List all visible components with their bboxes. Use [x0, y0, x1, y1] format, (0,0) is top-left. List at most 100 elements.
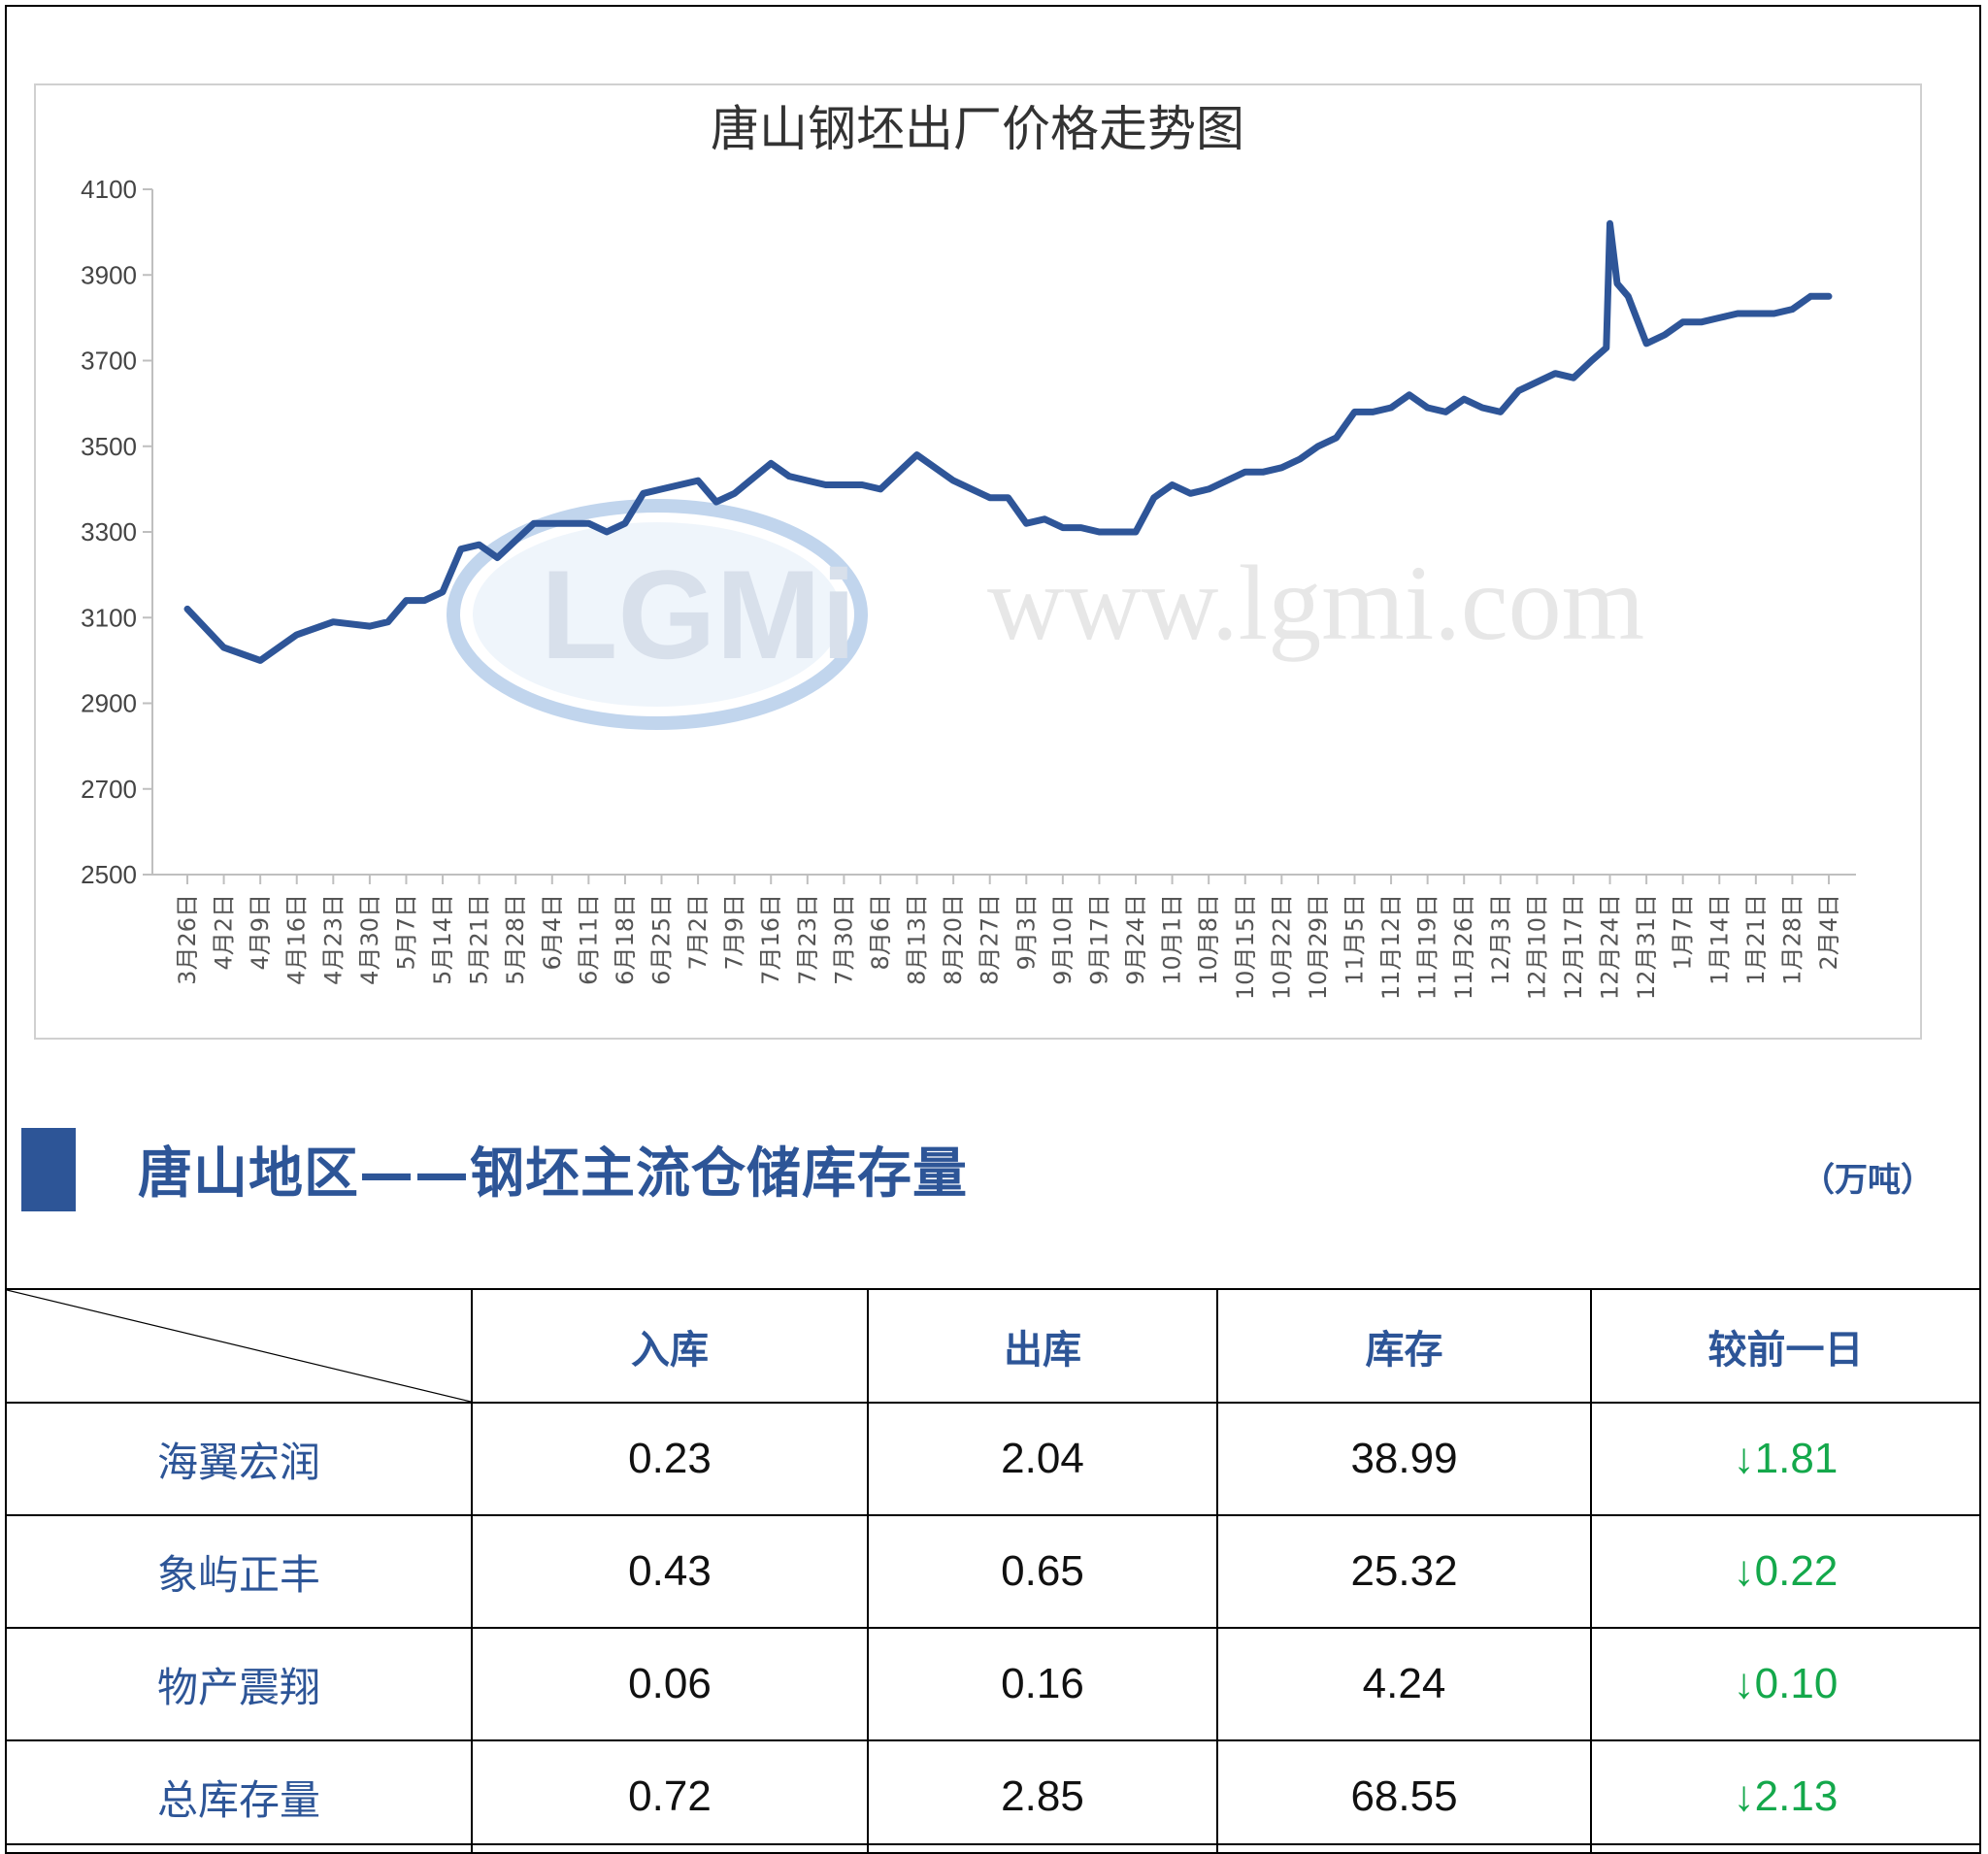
x-tick-label: 12月24日	[1597, 894, 1624, 1000]
header-out: 出库	[867, 1288, 1218, 1404]
x-tick-label: 11月19日	[1414, 894, 1441, 1000]
x-tick-label: 11月26日	[1450, 894, 1477, 1000]
row-name: 总库存量	[5, 1739, 473, 1854]
chart-title: 唐山钢坯出厂价格走势图	[711, 101, 1244, 157]
y-tick-label: 3700	[81, 347, 137, 376]
x-tick-label: 12月17日	[1560, 894, 1587, 1000]
x-tick-label: 5月28日	[502, 894, 529, 985]
header-change: 较前一日	[1590, 1288, 1981, 1404]
y-tick-label: 2700	[81, 775, 137, 804]
x-tick-label: 8月27日	[977, 894, 1004, 985]
stock-value: 25.32	[1216, 1514, 1592, 1629]
x-tick-label: 2月4日	[1815, 894, 1842, 971]
x-tick-label: 1月21日	[1742, 894, 1770, 985]
x-tick-label: 6月18日	[612, 894, 639, 985]
y-tick-label: 3100	[81, 603, 137, 632]
table-header-row: 入库 出库 库存 较前一日	[5, 1288, 1981, 1404]
stock-value: 68.55	[1216, 1739, 1592, 1854]
change-value: ↓2.13	[1590, 1739, 1981, 1854]
y-axis-ticks: 2500 2700 2900 3100 3300 3500 3700 3900 4100	[81, 175, 152, 889]
corner-cell	[5, 1288, 473, 1404]
x-tick-label: 4月30日	[356, 894, 383, 985]
x-tick-label: 8月20日	[940, 894, 967, 985]
x-tick-label: 1月28日	[1778, 894, 1806, 985]
x-tick-label: 11月12日	[1377, 894, 1405, 1000]
x-tick-label: 6月11日	[575, 894, 602, 985]
x-tick-label: 5月7日	[392, 894, 419, 971]
unit-label: （万吨）	[1802, 1161, 1934, 1200]
x-tick-label: 12月31日	[1633, 894, 1660, 1000]
x-tick-label: 1月14日	[1706, 894, 1733, 985]
lgmi-watermark: LGMi www.lgmi.com	[447, 499, 1644, 730]
row-name: 海翼宏润	[5, 1402, 473, 1516]
table-row: 物产震翔 0.06 0.16 4.24 ↓0.10	[5, 1627, 1981, 1741]
section-title: 唐山地区——钢坯主流仓储库存量	[138, 1142, 968, 1206]
x-tick-label: 9月17日	[1085, 894, 1112, 985]
chart-axes	[151, 189, 1856, 876]
watermark-logo-ellipse	[447, 499, 868, 730]
price-series-line	[183, 219, 1833, 664]
y-tick-label: 3500	[81, 432, 137, 461]
x-tick-label: 9月10日	[1049, 894, 1077, 985]
price-line-chart: 唐山钢坯出厂价格走势图 LGMi www.lgmi.com 2500 2700 29…	[81, 101, 1856, 1000]
x-tick-label: 8月6日	[867, 894, 894, 971]
out-value: 2.04	[867, 1402, 1218, 1516]
y-tick-label: 3900	[81, 260, 137, 289]
x-tick-label: 10月15日	[1232, 894, 1259, 1000]
y-tick-label: 3300	[81, 517, 137, 546]
x-axis-ticks: 3月26日 4月2日 4月9日 4月16日 4月23日 4月30日 5月7日 5月14日 5月2…	[174, 875, 1842, 1000]
change-value: ↓0.10	[1590, 1627, 1981, 1741]
x-tick-label: 7月2日	[684, 894, 712, 971]
change-value: ↓1.81	[1590, 1402, 1981, 1516]
x-tick-label: 9月3日	[1012, 894, 1040, 971]
stock-value: 38.99	[1216, 1402, 1592, 1516]
x-tick-label: 7月9日	[721, 894, 748, 971]
x-tick-label: 7月23日	[794, 894, 821, 985]
in-value: 0.72	[471, 1739, 869, 1854]
x-tick-label: 7月16日	[757, 894, 784, 985]
x-tick-label: 11月5日	[1341, 894, 1368, 985]
change-value: ↓0.22	[1590, 1514, 1981, 1629]
x-tick-label: 10月1日	[1159, 894, 1186, 985]
x-tick-label: 6月4日	[539, 894, 566, 971]
x-tick-label: 9月24日	[1122, 894, 1149, 985]
out-value: 2.85	[867, 1739, 1218, 1854]
table-row: 象屿正丰 0.43 0.65 25.32 ↓0.22	[5, 1514, 1981, 1629]
out-value: 0.16	[867, 1627, 1218, 1741]
y-tick-label: 2500	[81, 860, 137, 889]
x-tick-label: 1月7日	[1670, 894, 1697, 971]
x-tick-label: 10月29日	[1305, 894, 1332, 1000]
section-header: 唐山地区——钢坯主流仓储库存量 （万吨）	[21, 1128, 1972, 1215]
stock-value: 4.24	[1216, 1627, 1592, 1741]
series-group	[183, 219, 1833, 664]
section-marker	[21, 1128, 76, 1211]
x-tick-label: 5月14日	[429, 894, 456, 985]
out-value: 0.65	[867, 1514, 1218, 1629]
x-tick-label: 12月3日	[1487, 894, 1514, 985]
x-tick-label: 4月9日	[247, 894, 274, 971]
price-chart-panel: 唐山钢坯出厂价格走势图 LGMi www.lgmi.com 2500 2700 29…	[34, 83, 1922, 1040]
x-tick-label: 5月21日	[466, 894, 493, 985]
watermark-logo-text: LGMi	[541, 544, 856, 685]
inventory-table: 入库 出库 库存 较前一日 海翼宏润 0.23 2.04 38.99 ↓1.81…	[5, 1288, 1981, 1854]
x-tick-label: 3月26日	[174, 894, 201, 985]
watermark-logo-fill	[473, 522, 842, 707]
x-tick-label: 4月23日	[319, 894, 347, 985]
x-tick-label: 12月10日	[1523, 894, 1550, 1000]
x-tick-label: 10月8日	[1195, 894, 1222, 985]
header-stock: 库存	[1216, 1288, 1592, 1404]
corner-diagonal	[7, 1290, 471, 1402]
x-tick-label: 10月22日	[1268, 894, 1295, 1000]
in-value: 0.06	[471, 1627, 869, 1741]
x-tick-label: 4月2日	[211, 894, 238, 971]
x-tick-label: 7月30日	[830, 894, 857, 985]
header-in: 入库	[471, 1288, 869, 1404]
in-value: 0.43	[471, 1514, 869, 1629]
y-tick-label: 4100	[81, 175, 137, 204]
row-name: 象屿正丰	[5, 1514, 473, 1629]
table-row: 总库存量 0.72 2.85 68.55 ↓2.13	[5, 1739, 1981, 1854]
table-row: 海翼宏润 0.23 2.04 38.99 ↓1.81	[5, 1402, 1981, 1516]
x-tick-label: 4月16日	[283, 894, 311, 985]
watermark-url-text: www.lgmi.com	[987, 544, 1644, 662]
x-tick-label: 6月25日	[648, 894, 676, 985]
